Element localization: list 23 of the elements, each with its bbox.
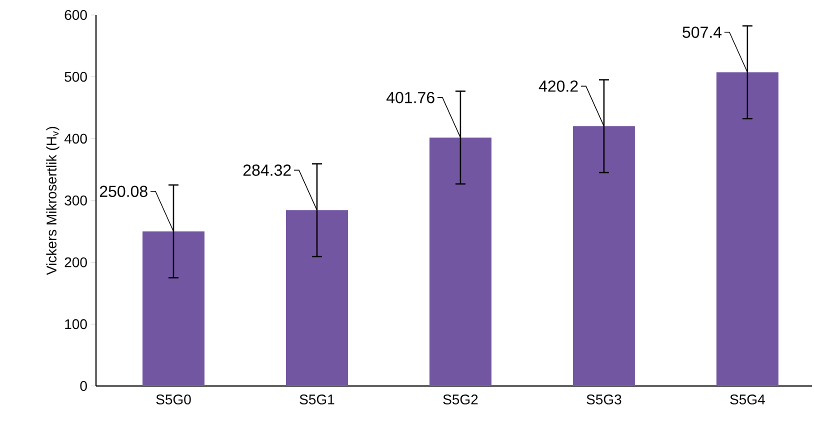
bar xyxy=(142,231,204,386)
y-tick-label: 300 xyxy=(64,196,87,206)
data-label: 284.32 xyxy=(243,164,291,176)
x-tick-label: S5G4 xyxy=(730,394,765,404)
x-tick-label: S5G1 xyxy=(300,394,334,404)
bar xyxy=(286,210,348,386)
y-axis-title: Vickers Mikrosertlik (H$_{v}$) xyxy=(46,126,60,275)
y-tick-label: 400 xyxy=(64,134,87,144)
y-tick-label: 0 xyxy=(80,381,87,391)
x-tick-label: S5G2 xyxy=(443,394,478,404)
bar xyxy=(429,138,492,386)
y-tick-label: 600 xyxy=(64,10,87,20)
x-tick-label: S5G3 xyxy=(586,394,622,404)
y-tick-label: 200 xyxy=(64,257,87,268)
data-label: 507.4 xyxy=(682,26,722,38)
y-tick-label: 500 xyxy=(64,72,87,82)
data-label: 250.08 xyxy=(100,186,148,198)
data-label: 420.2 xyxy=(538,80,578,92)
x-tick-label: S5G0 xyxy=(156,394,191,404)
y-tick-label: 100 xyxy=(65,319,87,330)
bar xyxy=(572,126,635,386)
bar xyxy=(716,72,778,386)
data-label: 401.76 xyxy=(386,92,434,104)
